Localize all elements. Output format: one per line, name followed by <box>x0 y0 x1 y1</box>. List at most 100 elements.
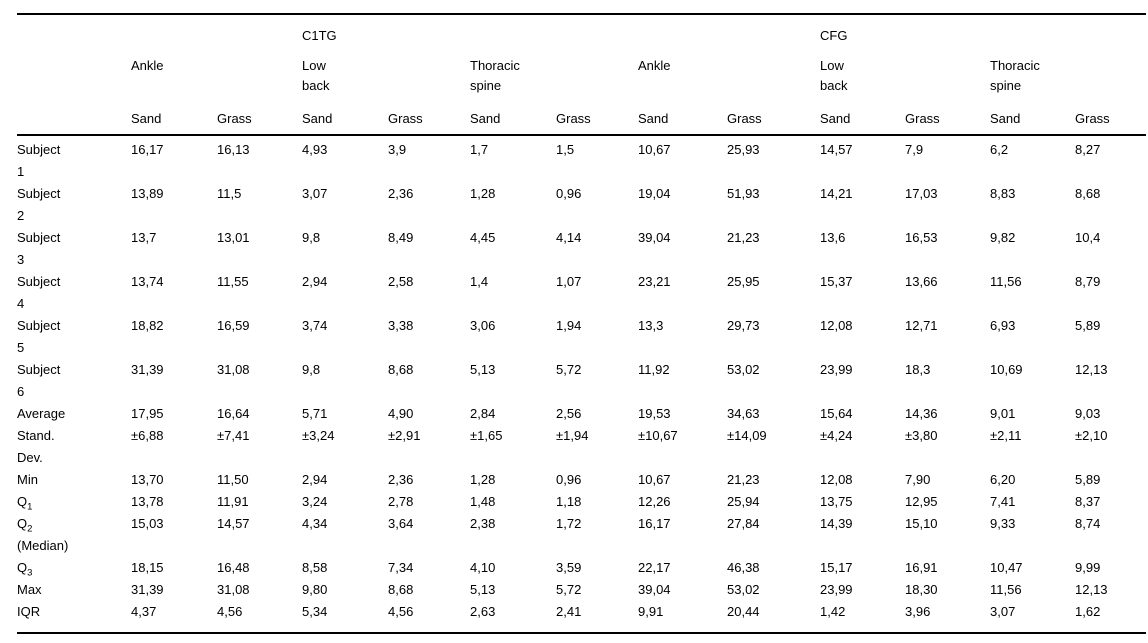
value-cell: 4,14 <box>556 230 582 245</box>
value-cell: 2,94 <box>302 274 328 289</box>
value-cell: 13,70 <box>131 472 164 487</box>
value-cell: 27,84 <box>727 516 760 531</box>
value-cell: 4,37 <box>131 604 157 619</box>
value-cell: ±14,09 <box>727 428 767 443</box>
value-cell: ±10,67 <box>638 428 678 443</box>
value-cell: 17,03 <box>905 186 938 201</box>
value-cell: 51,93 <box>727 186 760 201</box>
value-cell: 2,78 <box>388 494 414 509</box>
value-cell: 14,21 <box>820 186 853 201</box>
value-cell: 2,56 <box>556 406 582 421</box>
value-cell: 10,47 <box>990 560 1023 575</box>
value-cell: 16,53 <box>905 230 938 245</box>
value-cell: 7,90 <box>905 472 931 487</box>
value-cell: 9,8 <box>302 362 321 377</box>
value-cell: 17,95 <box>131 406 164 421</box>
value-cell: 13,89 <box>131 186 164 201</box>
value-cell: ±3,24 <box>302 428 335 443</box>
value-cell: 13,75 <box>820 494 853 509</box>
table-row: Subject 1 16,17 16,13 4,93 3,9 1,7 1,5 10,67 25,… <box>17 135 1146 183</box>
table-row: Min 13,70 11,50 2,94 2,36 1,28 0,96 10,67 21,23 1… <box>17 469 1146 491</box>
table-row: Subject 6 31,39 31,08 9,8 8,68 5,13 5,72 11,92 5… <box>17 359 1146 403</box>
value-cell: 3,24 <box>302 494 328 509</box>
value-cell: ±3,80 <box>905 428 938 443</box>
value-cell: 5,34 <box>302 604 328 619</box>
value-cell: 3,9 <box>388 142 407 157</box>
table-row: Subject 2 13,89 11,5 3,07 2,36 1,28 0,96 19,04 5… <box>17 183 1146 227</box>
value-cell: 9,33 <box>990 516 1016 531</box>
value-cell: 13,01 <box>217 230 250 245</box>
row-label: Subject 6 <box>17 362 61 399</box>
row-label: Subject 2 <box>17 186 61 223</box>
value-cell: 8,58 <box>302 560 328 575</box>
table-row: Subject 3 13,7 13,01 9,8 8,49 4,45 4,14 39,04 21… <box>17 227 1146 271</box>
value-cell: 9,01 <box>990 406 1016 421</box>
value-cell: 21,23 <box>727 472 760 487</box>
value-cell: 16,17 <box>638 516 671 531</box>
value-cell: 15,37 <box>820 274 853 289</box>
group-header-row: C1TG CFG <box>17 14 1146 46</box>
value-cell: 22,17 <box>638 560 671 575</box>
value-cell: 39,04 <box>638 582 671 597</box>
value-cell: 4,56 <box>217 604 243 619</box>
section-header-ankle: Ankle <box>638 58 671 73</box>
value-cell: 23,99 <box>820 362 853 377</box>
value-cell: 13,78 <box>131 494 164 509</box>
value-cell: 5,13 <box>470 582 496 597</box>
value-cell: 16,13 <box>217 142 250 157</box>
value-cell: 23,99 <box>820 582 853 597</box>
value-cell: 2,84 <box>470 406 496 421</box>
value-cell: ±1,65 <box>470 428 503 443</box>
value-cell: 16,91 <box>905 560 938 575</box>
value-cell: 5,89 <box>1075 318 1101 333</box>
row-label: Subject 3 <box>17 230 61 267</box>
value-cell: 11,92 <box>638 362 670 377</box>
value-cell: 16,48 <box>217 560 250 575</box>
value-cell: 4,34 <box>302 516 328 531</box>
value-cell: 8,68 <box>388 582 414 597</box>
value-cell: 3,96 <box>905 604 931 619</box>
value-cell: 5,71 <box>302 406 328 421</box>
corner-cell <box>17 14 131 46</box>
value-cell: 9,91 <box>638 604 664 619</box>
value-cell: 5,72 <box>556 582 582 597</box>
value-cell: 7,9 <box>905 142 924 157</box>
value-cell: 9,80 <box>302 582 328 597</box>
value-cell: 13,3 <box>638 318 664 333</box>
value-cell: 4,10 <box>470 560 496 575</box>
value-cell: 25,95 <box>727 274 760 289</box>
table-row: Q1 13,78 11,91 3,24 2,78 1,48 1,18 12,26 25,94 13… <box>17 491 1146 513</box>
value-cell: 3,07 <box>302 186 328 201</box>
value-cell: 1,5 <box>556 142 575 157</box>
value-cell: ±7,41 <box>217 428 250 443</box>
value-cell: ±6,88 <box>131 428 164 443</box>
value-cell: 6,2 <box>990 142 1009 157</box>
value-cell: 12,08 <box>820 318 853 333</box>
value-cell: 18,3 <box>905 362 931 377</box>
group-header-c1tg: C1TG <box>302 28 337 43</box>
row-label: Stand. Dev. <box>17 428 55 465</box>
value-cell: 15,10 <box>905 516 938 531</box>
column-header-grass: Grass <box>556 96 638 136</box>
value-cell: 1,28 <box>470 186 496 201</box>
value-cell: 13,74 <box>131 274 164 289</box>
value-cell: 1,62 <box>1075 604 1101 619</box>
value-cell: 46,38 <box>727 560 760 575</box>
table-row: Max 31,39 31,08 9,80 8,68 5,13 5,72 39,04 53,02 2… <box>17 579 1146 601</box>
value-cell: 1,07 <box>556 274 582 289</box>
row-label: Q3 <box>17 560 33 579</box>
column-header-grass: Grass <box>727 96 820 136</box>
group-header-cfg: CFG <box>820 28 848 43</box>
row-label: Subject 4 <box>17 274 61 311</box>
column-header-grass: Grass <box>1075 96 1146 136</box>
value-cell: 10,69 <box>990 362 1023 377</box>
value-cell: 5,13 <box>470 362 496 377</box>
value-cell: 2,94 <box>302 472 328 487</box>
value-cell: 14,57 <box>217 516 250 531</box>
value-cell: 1,94 <box>556 318 582 333</box>
value-cell: ±2,91 <box>388 428 421 443</box>
value-cell: 39,04 <box>638 230 671 245</box>
section-header-low-back: Low back <box>820 58 848 93</box>
value-cell: 19,53 <box>638 406 671 421</box>
value-cell: 9,99 <box>1075 560 1101 575</box>
